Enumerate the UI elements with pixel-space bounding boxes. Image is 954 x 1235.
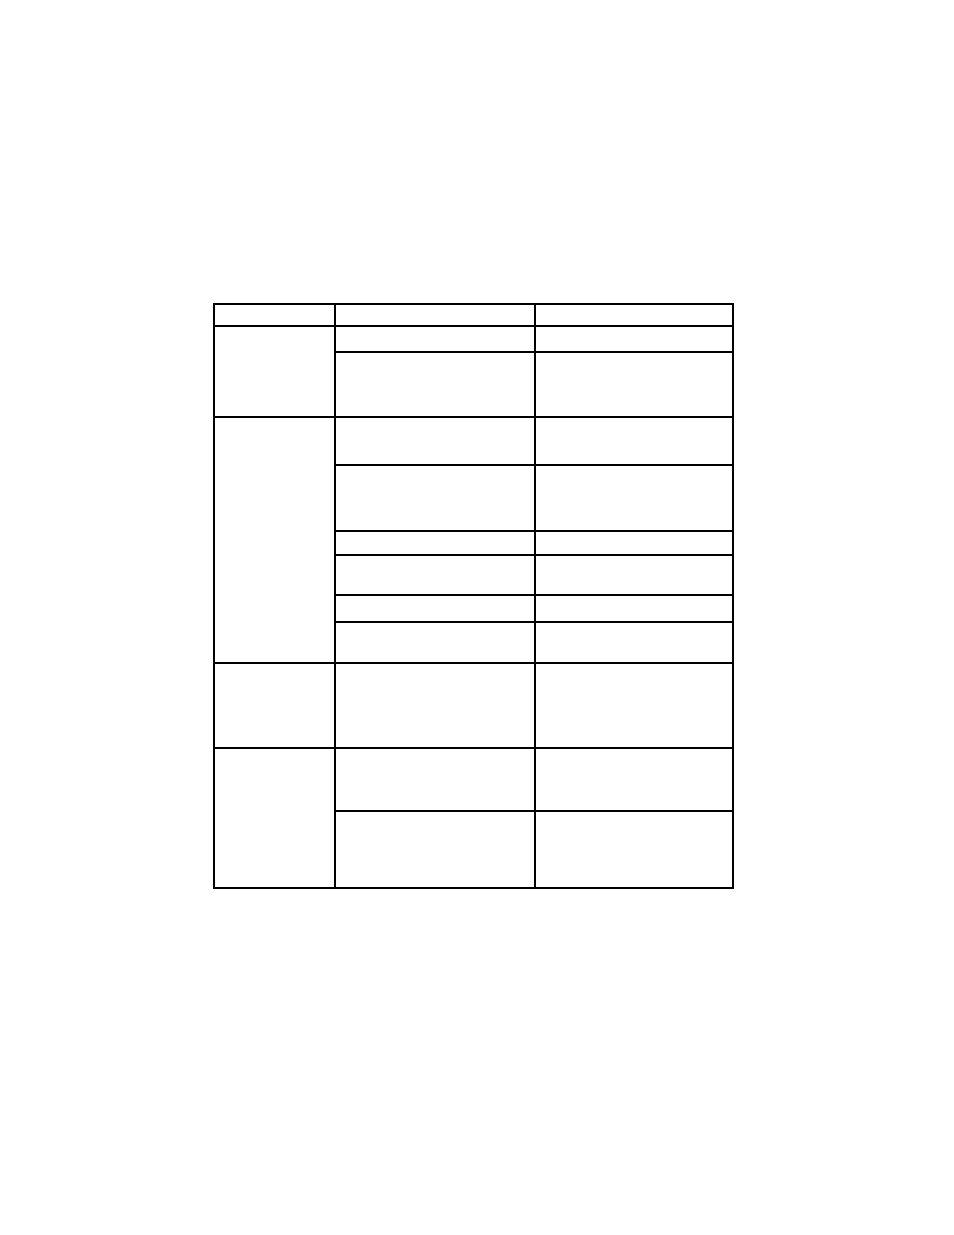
table-row	[215, 749, 732, 812]
table-row	[215, 305, 732, 327]
table-row	[215, 623, 732, 664]
table-row	[215, 532, 732, 556]
data-table	[213, 303, 734, 889]
merge-mask	[215, 810, 334, 814]
merge-mask	[215, 554, 334, 558]
table-row	[215, 812, 732, 889]
merge-mask	[215, 351, 334, 355]
table-row	[215, 596, 732, 623]
table-row	[215, 353, 732, 418]
table-row	[215, 664, 732, 749]
merge-mask	[215, 594, 334, 598]
table-row	[215, 466, 732, 532]
merge-mask	[215, 621, 334, 625]
table-row	[215, 327, 732, 353]
merge-mask	[215, 530, 334, 534]
table-row	[215, 418, 732, 466]
merge-mask	[215, 464, 334, 468]
table-row	[215, 556, 732, 596]
column-divider	[334, 305, 336, 887]
column-divider	[534, 305, 536, 887]
